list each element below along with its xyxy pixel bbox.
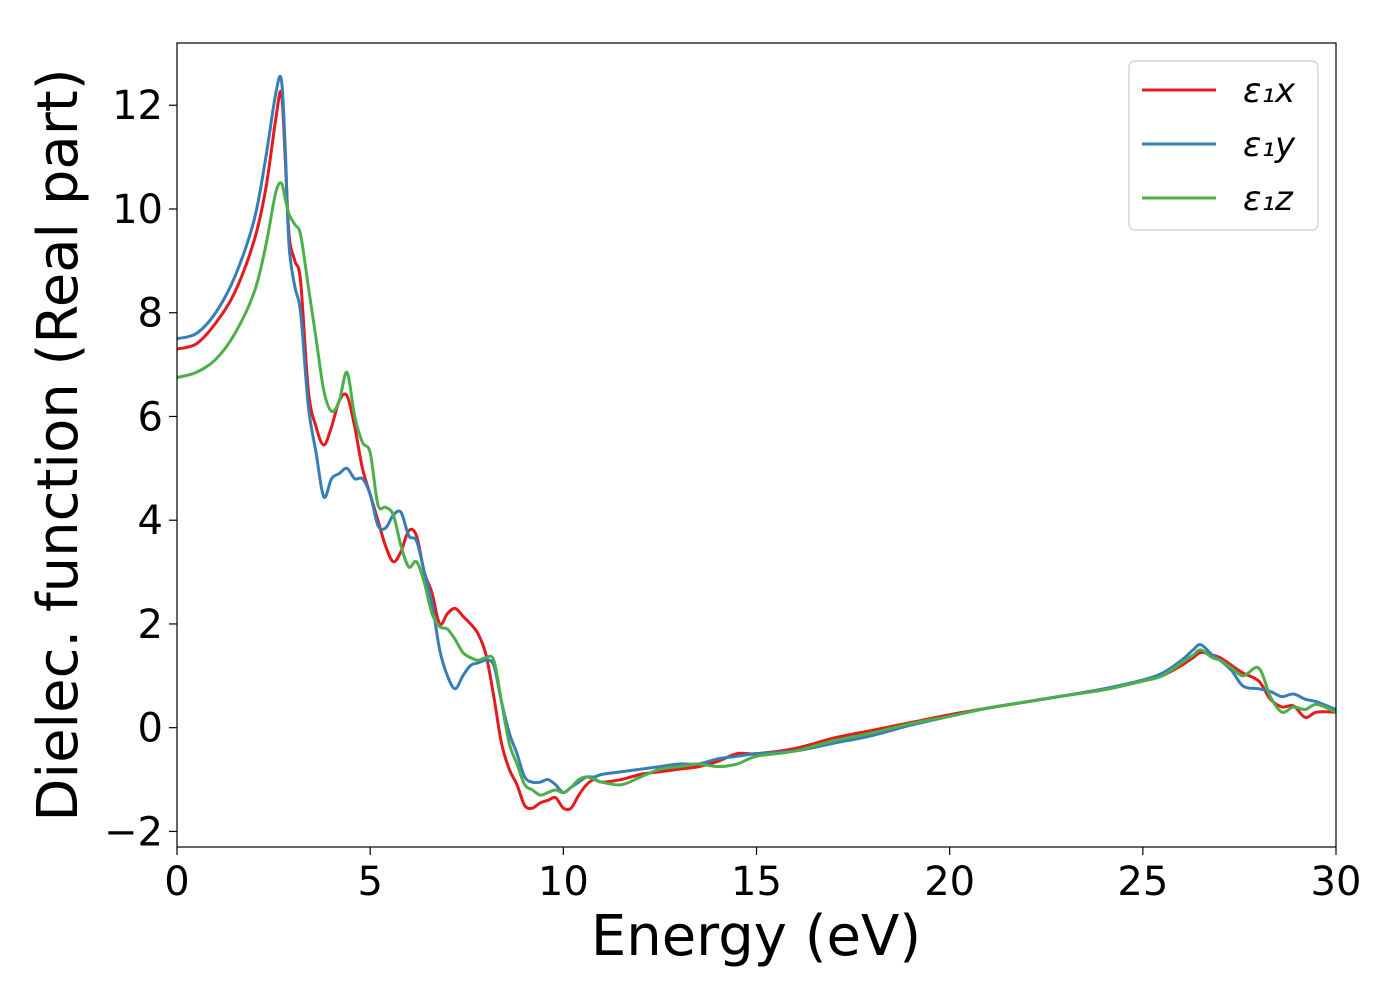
legend-entries: ε₁x ε₁y ε₁z: [1142, 71, 1296, 219]
x-tick-label: 15: [731, 859, 782, 905]
y-tick-label: 10: [112, 187, 163, 233]
x-axis-ticks: 0 5 10 15 20 25 30: [164, 847, 1361, 905]
series-layer: [177, 74, 1336, 812]
x-axis-label: Energy (eV): [591, 904, 921, 969]
y-tick-label: 6: [138, 394, 163, 440]
y-axis-label: Dielec. function (Real part): [26, 68, 91, 821]
y-tick-label: 0: [138, 706, 163, 752]
y-tick-label: 4: [138, 498, 163, 544]
legend-box: [1128, 60, 1319, 231]
series-line-3: [177, 181, 1336, 797]
y-tick-label: 12: [112, 83, 163, 129]
x-tick-label: 0: [164, 859, 189, 905]
legend-label-3: ε₁z: [1243, 179, 1294, 219]
legend-label-2: ε₁y: [1243, 125, 1296, 165]
y-axis-ticks: −2 0 2 4 6 8 10 12: [104, 83, 177, 855]
y-tick-label: 8: [138, 291, 163, 337]
x-tick-label: 30: [1311, 859, 1362, 905]
y-tick-label: −2: [104, 809, 163, 855]
x-tick-label: 5: [357, 859, 382, 905]
x-tick-label: 20: [924, 859, 975, 905]
x-tick-label: 25: [1117, 859, 1168, 905]
y-tick-label: 2: [138, 602, 163, 648]
x-tick-label: 10: [538, 859, 589, 905]
legend: ε₁x ε₁y ε₁z: [1128, 60, 1319, 231]
series-line-2: [177, 74, 1336, 795]
legend-label-1: ε₁x: [1243, 71, 1296, 111]
